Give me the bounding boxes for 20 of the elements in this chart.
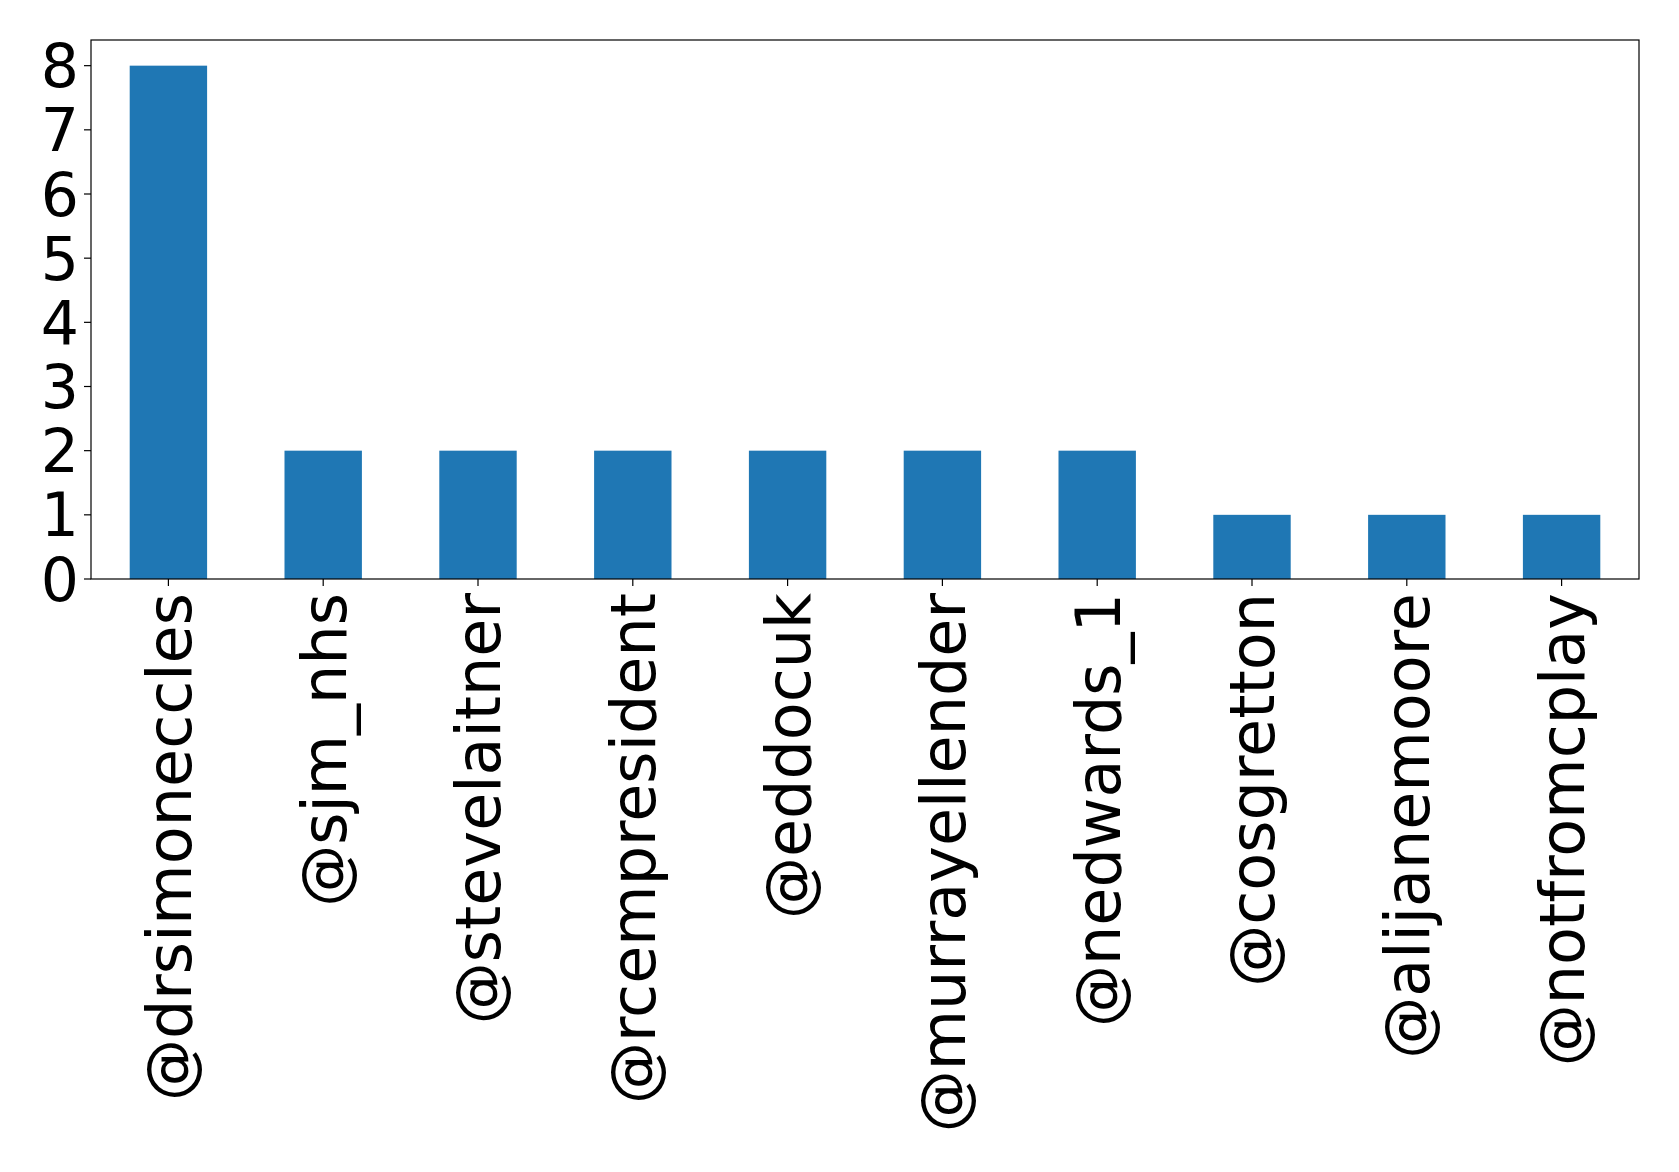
x-tick-label: @notfromcplay xyxy=(1525,593,1599,1067)
bar xyxy=(129,65,208,579)
x-tick-label: @eddocuk xyxy=(751,592,825,920)
bar xyxy=(594,450,672,579)
bar xyxy=(1522,514,1601,579)
bar xyxy=(748,450,827,579)
x-tick-label: @drsimoneccles xyxy=(132,593,206,1101)
x-tick-label: @nedwards_1 xyxy=(1061,593,1135,1027)
x-tick-label: @stevelaitner xyxy=(442,592,516,1025)
x-tick-label: @sjm_nhs xyxy=(287,593,361,907)
bar xyxy=(1058,450,1136,579)
x-tick-label: @cosgretton xyxy=(1216,593,1290,987)
bar xyxy=(284,450,362,579)
bar xyxy=(1213,514,1291,579)
bar xyxy=(439,450,517,579)
bar xyxy=(903,450,982,579)
x-tick-label: @murrayellender xyxy=(906,592,980,1133)
bar xyxy=(1368,514,1446,579)
x-tick-label: @rcempresident xyxy=(597,593,671,1105)
x-tick-label: @alijanemoore xyxy=(1371,593,1445,1059)
